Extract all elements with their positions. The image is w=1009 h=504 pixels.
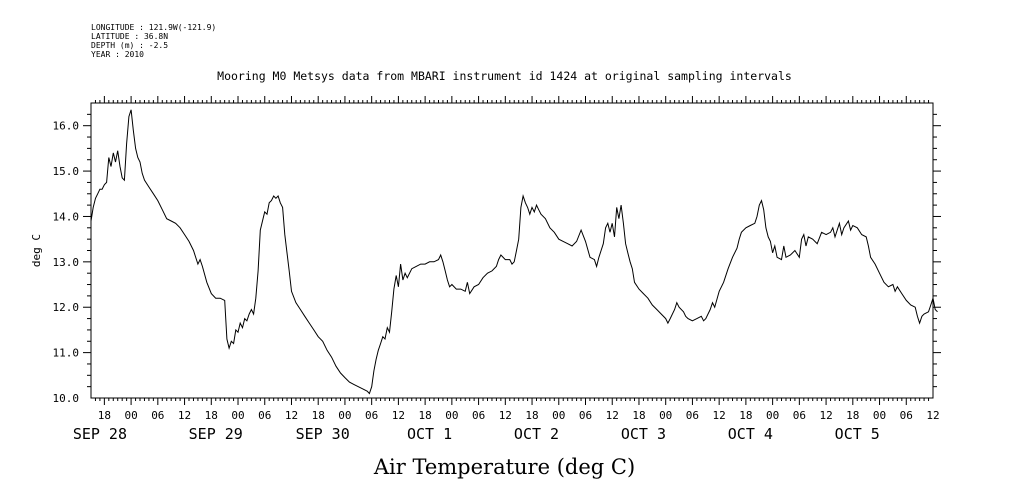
- x-hour-label: 18: [739, 409, 752, 422]
- x-day-label: OCT 1: [407, 425, 452, 443]
- x-hour-label: 18: [98, 409, 111, 422]
- x-hour-label: 00: [231, 409, 244, 422]
- x-hour-label: 18: [419, 409, 432, 422]
- x-hour-label: 12: [713, 409, 726, 422]
- x-hour-label: 18: [205, 409, 218, 422]
- x-day-label: OCT 5: [835, 425, 880, 443]
- plot-frame: [90, 102, 934, 399]
- x-hour-label: 06: [686, 409, 699, 422]
- header-latitude: LATITUDE : 36.8N: [91, 32, 169, 41]
- x-hour-label: 12: [926, 409, 939, 422]
- x-hour-label: 06: [365, 409, 378, 422]
- x-hour-label: 18: [312, 409, 325, 422]
- y-axis-label: deg C: [30, 234, 43, 267]
- x-hour-label: 00: [766, 409, 779, 422]
- x-hour-label: 00: [338, 409, 351, 422]
- x-day-label: SEP 29: [189, 425, 243, 443]
- y-tick-label: 12.0: [53, 301, 80, 314]
- x-hour-label: 06: [579, 409, 592, 422]
- x-hour-label: 00: [445, 409, 458, 422]
- x-day-label: SEP 28: [73, 425, 127, 443]
- y-tick-label: 11.0: [53, 347, 80, 360]
- x-hour-label: 12: [819, 409, 832, 422]
- x-day-label: OCT 4: [728, 425, 773, 443]
- y-tick-label: 10.0: [53, 392, 80, 405]
- header-year: YEAR : 2010: [91, 50, 144, 59]
- x-hour-label: 18: [846, 409, 859, 422]
- y-tick-label: 14.0: [53, 210, 80, 223]
- x-hour-label: 00: [124, 409, 137, 422]
- x-hour-label: 06: [472, 409, 485, 422]
- header-longitude: LONGITUDE : 121.9W(-121.9): [91, 23, 217, 32]
- x-hour-label: 06: [793, 409, 806, 422]
- chart-footer-label: Air Temperature (deg C): [373, 455, 636, 479]
- x-hour-label: 06: [151, 409, 164, 422]
- x-hour-label: 00: [659, 409, 672, 422]
- x-hour-label: 18: [632, 409, 645, 422]
- header-depth: DEPTH (m) : -2.5: [91, 41, 169, 50]
- x-hour-label: 12: [285, 409, 298, 422]
- x-day-label: OCT 3: [621, 425, 666, 443]
- x-hour-label: 12: [392, 409, 405, 422]
- x-hour-label: 00: [873, 409, 886, 422]
- x-hour-label: 12: [606, 409, 619, 422]
- x-hour-label: 06: [900, 409, 913, 422]
- chart-title: Mooring M0 Metsys data from MBARI instru…: [217, 69, 792, 83]
- y-tick-label: 15.0: [53, 165, 80, 178]
- y-tick-label: 16.0: [53, 120, 80, 133]
- series-line-air-temperature: [90, 109, 938, 395]
- x-hour-label: 12: [499, 409, 512, 422]
- x-day-label: SEP 30: [296, 425, 350, 443]
- x-hour-label: 18: [525, 409, 538, 422]
- y-tick-label: 13.0: [53, 256, 80, 269]
- x-day-label: OCT 2: [514, 425, 559, 443]
- x-hour-label: 12: [178, 409, 191, 422]
- x-hour-label: 06: [258, 409, 271, 422]
- x-hour-label: 00: [552, 409, 565, 422]
